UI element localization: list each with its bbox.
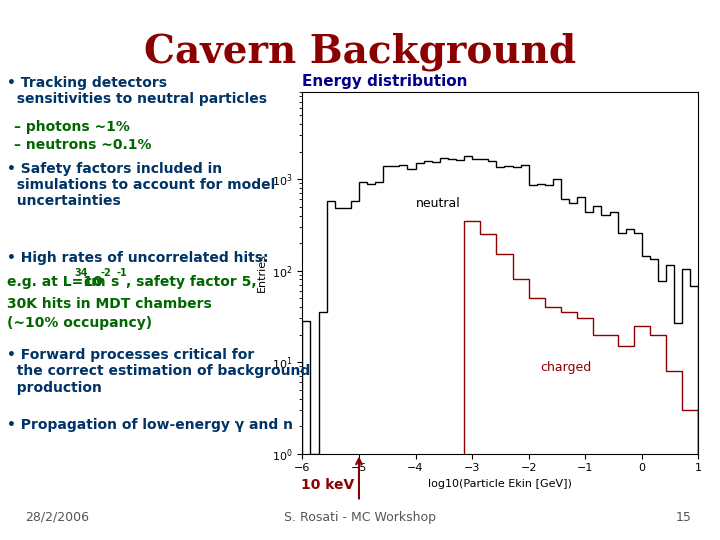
Text: , safety factor 5,: , safety factor 5, [126,275,256,289]
Text: • Forward processes critical for
  the correct estimation of background
  produc: • Forward processes critical for the cor… [7,348,310,395]
Text: • Propagation of low-energy γ and n: • Propagation of low-energy γ and n [7,418,293,433]
Y-axis label: Entries: Entries [256,253,266,292]
Text: – photons ~1%: – photons ~1% [14,120,130,134]
Text: • High rates of uncorrelated hits:: • High rates of uncorrelated hits: [7,251,269,265]
Text: cm: cm [84,275,106,289]
Text: 34: 34 [74,268,88,279]
Text: -2: -2 [101,268,112,279]
Text: 10 keV: 10 keV [301,478,354,492]
Text: Energy distribution: Energy distribution [302,74,468,89]
X-axis label: log10(Particle Ekin [GeV]): log10(Particle Ekin [GeV]) [428,479,572,489]
Text: 28/2/2006: 28/2/2006 [26,511,89,524]
Text: (~10% occupancy): (~10% occupancy) [7,316,153,330]
Text: • Tracking detectors
  sensitivities to neutral particles: • Tracking detectors sensitivities to ne… [7,76,267,106]
Text: neutral: neutral [415,197,460,210]
Text: charged: charged [540,361,591,374]
Text: 15: 15 [676,511,692,524]
Text: s: s [110,275,118,289]
Text: S. Rosati - MC Workshop: S. Rosati - MC Workshop [284,511,436,524]
Text: 30K hits in MDT chambers: 30K hits in MDT chambers [7,297,212,311]
Text: – neutrons ~0.1%: – neutrons ~0.1% [14,138,152,152]
Text: -1: -1 [117,268,127,279]
Text: e.g. at L=10: e.g. at L=10 [7,275,103,289]
Text: • Safety factors included in
  simulations to account for model
  uncertainties: • Safety factors included in simulations… [7,162,276,208]
Text: Cavern Background: Cavern Background [144,32,576,71]
